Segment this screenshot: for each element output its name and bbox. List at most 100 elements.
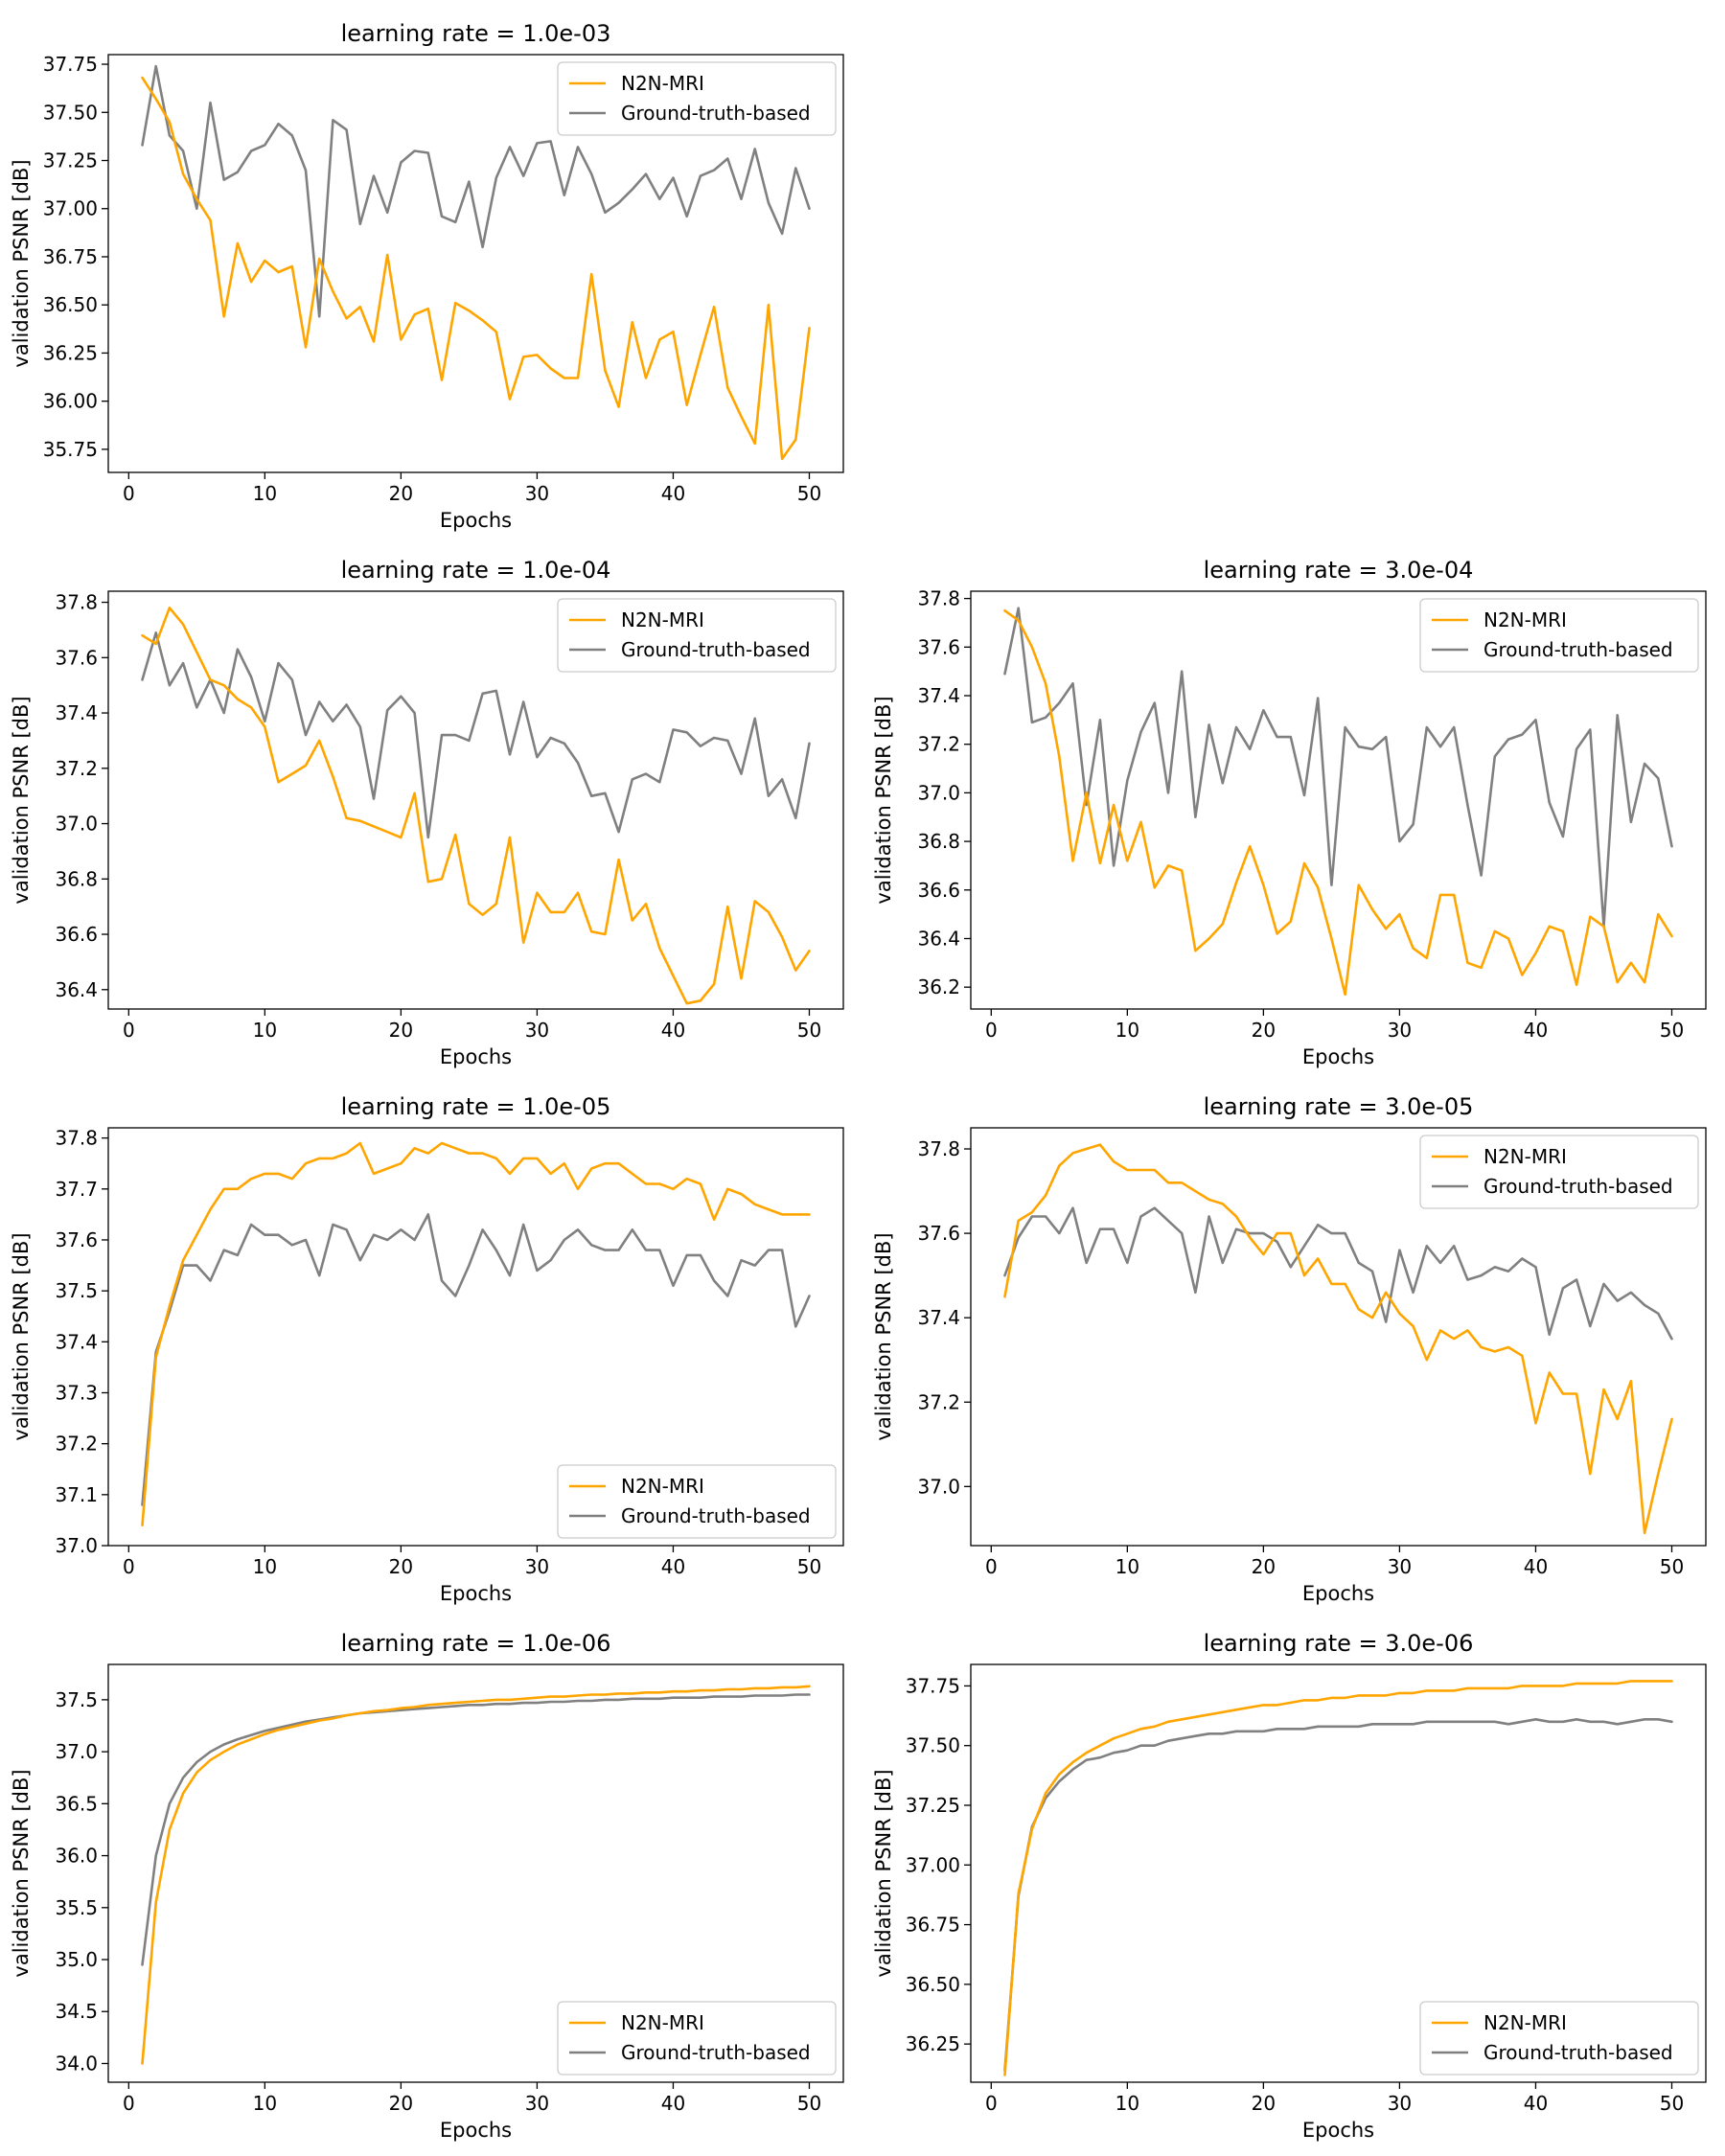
y-tick-label: 37.5: [55, 1279, 98, 1302]
x-tick-label: 50: [797, 482, 821, 505]
x-tick-label: 30: [1388, 2092, 1412, 2115]
legend: N2N-MRI Ground-truth-based: [1419, 2001, 1699, 2076]
x-tick-label: 40: [661, 1019, 685, 1042]
x-tick-label: 40: [661, 482, 685, 505]
y-tick-label: 37.8: [55, 1127, 98, 1150]
y-tick-label: 36.6: [55, 923, 98, 946]
x-tick-label: 40: [1524, 1555, 1548, 1578]
y-tick-label: 37.7: [55, 1178, 98, 1201]
y-tick-label: 37.0: [55, 813, 98, 836]
y-tick-label: 36.50: [906, 1973, 960, 1996]
x-tick-label: 30: [1388, 1555, 1412, 1578]
x-axis-label: Epochs: [440, 1045, 512, 1068]
y-tick-label: 34.5: [55, 2000, 98, 2023]
chart-panel-6: learning rate = 1.0e-06 0 10 20 30 40 50 34.0 34…: [10, 1630, 844, 2142]
ground-truth-series-line: [141, 1213, 811, 1506]
y-tick-label: 37.25: [906, 1794, 960, 1817]
x-tick-label: 10: [253, 2092, 277, 2115]
x-tick-label: 50: [797, 1019, 821, 1042]
y-tick-label: 37.1: [55, 1483, 98, 1506]
legend-box: [557, 1464, 837, 1539]
n2n-mri-series-line: [141, 76, 811, 461]
plot-frame: [107, 1127, 844, 1547]
y-tick-label: 37.4: [917, 1306, 960, 1329]
plot-frame: [970, 1663, 1707, 2083]
x-tick-label: 30: [1388, 1019, 1412, 1042]
chart-title: learning rate = 1.0e-03: [341, 20, 611, 47]
y-tick-label: 35.75: [43, 438, 98, 461]
y-tick-label: 37.0: [55, 1534, 98, 1557]
x-tick-label: 0: [123, 1555, 135, 1578]
x-tick-label: 50: [797, 2092, 821, 2115]
legend-box: [557, 61, 837, 136]
legend-label: N2N-MRI: [1484, 1145, 1567, 1168]
legend-label: Ground-truth-based: [621, 2041, 811, 2064]
x-axis-label: Epochs: [440, 1582, 512, 1605]
y-tick-label: 34.0: [55, 2052, 98, 2075]
x-tick-label: 0: [985, 1019, 998, 1042]
y-tick-label: 37.00: [906, 1853, 960, 1876]
x-axis-label: Epochs: [1302, 1582, 1374, 1605]
chart-panel-5: learning rate = 3.0e-05 0 10 20 30 40 50 37.0 37…: [872, 1093, 1707, 1605]
x-tick-label: 0: [985, 1555, 998, 1578]
y-axis-label: validation PSNR [dB]: [10, 696, 33, 904]
y-tick-label: 37.4: [55, 1330, 98, 1353]
x-tick-label: 40: [661, 2092, 685, 2115]
n2n-mri-series-line: [141, 1685, 811, 2065]
y-tick-label: 37.8: [917, 1137, 960, 1160]
y-axis-label: validation PSNR [dB]: [872, 1769, 895, 1977]
y-tick-label: 36.4: [55, 978, 98, 1001]
y-tick-label: 37.0: [917, 781, 960, 804]
legend-label: Ground-truth-based: [621, 1504, 811, 1527]
chart-title: learning rate = 3.0e-06: [1204, 1630, 1474, 1657]
chart-title: learning rate = 1.0e-05: [341, 1093, 611, 1120]
ground-truth-series-line: [141, 64, 811, 318]
legend: N2N-MRI Ground-truth-based: [1419, 1135, 1699, 1209]
ground-truth-series-line: [141, 1693, 811, 1966]
y-tick-label: 37.75: [43, 53, 98, 76]
x-tick-label: 20: [1252, 1019, 1276, 1042]
y-tick-label: 36.8: [917, 830, 960, 853]
x-tick-label: 10: [1116, 1555, 1139, 1578]
chart-title: learning rate = 1.0e-06: [341, 1630, 611, 1657]
y-tick-label: 36.2: [917, 975, 960, 998]
y-tick-label: 36.8: [55, 867, 98, 890]
x-tick-label: 50: [1660, 2092, 1684, 2115]
y-tick-label: 36.00: [43, 390, 98, 413]
y-tick-label: 37.4: [917, 684, 960, 707]
legend-label: Ground-truth-based: [1484, 2041, 1673, 2064]
y-axis-label: validation PSNR [dB]: [872, 1232, 895, 1440]
y-tick-label: 36.6: [917, 879, 960, 902]
legend-box: [557, 2001, 837, 2076]
chart-title: learning rate = 3.0e-05: [1204, 1093, 1474, 1120]
chart-title: learning rate = 3.0e-04: [1204, 557, 1474, 584]
legend-label: N2N-MRI: [621, 2011, 704, 2034]
y-tick-label: 35.5: [55, 1896, 98, 1919]
chart-panel-2: learning rate = 1.0e-04 0 10 20 30 40 50 36.4 36…: [10, 557, 844, 1068]
y-tick-label: 36.4: [917, 927, 960, 950]
x-axis-label: Epochs: [440, 2119, 512, 2142]
chart-panel-4: learning rate = 1.0e-05 0 10 20 30 40 50 37.0 37…: [10, 1093, 844, 1605]
y-tick-label: 37.00: [43, 197, 98, 220]
x-tick-label: 20: [1252, 2092, 1276, 2115]
y-tick-label: 37.4: [55, 701, 98, 724]
y-tick-label: 37.0: [917, 1475, 960, 1498]
y-tick-label: 37.2: [55, 1433, 98, 1456]
y-tick-label: 37.5: [55, 1688, 98, 1711]
legend-label: Ground-truth-based: [621, 102, 811, 125]
x-tick-label: 30: [525, 1019, 549, 1042]
y-tick-label: 37.2: [917, 1390, 960, 1413]
legend-label: N2N-MRI: [1484, 2011, 1567, 2034]
plot-frame: [107, 54, 844, 473]
plot-frame: [107, 590, 844, 1010]
n2n-mri-series-line: [141, 1141, 811, 1526]
y-tick-label: 36.25: [906, 2032, 960, 2055]
y-tick-label: 36.25: [43, 341, 98, 364]
x-tick-label: 0: [123, 2092, 135, 2115]
legend-label: N2N-MRI: [1484, 608, 1567, 631]
legend-box: [1419, 1135, 1699, 1209]
x-tick-label: 10: [253, 1555, 277, 1578]
x-tick-label: 0: [123, 482, 135, 505]
legend-box: [1419, 2001, 1699, 2076]
